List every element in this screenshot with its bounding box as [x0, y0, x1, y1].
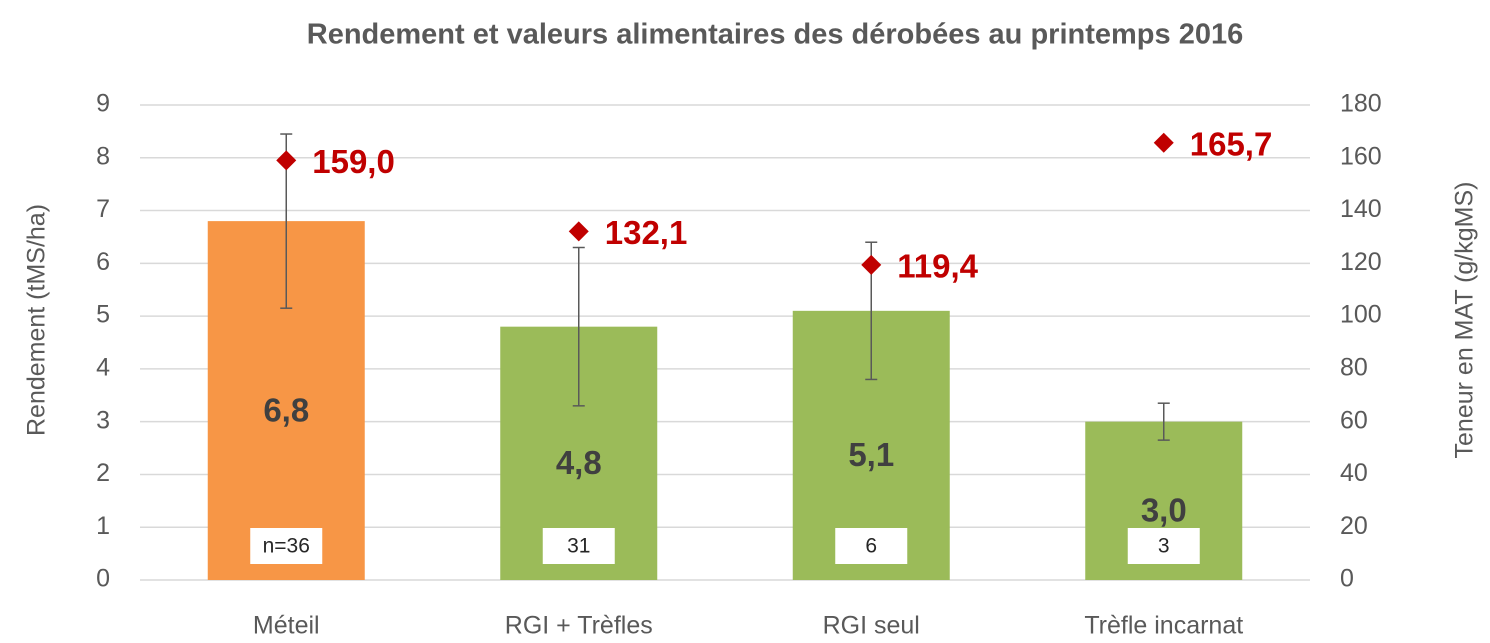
y2-tick-label: 180 — [1340, 90, 1382, 118]
y-axis-label: Rendement (tMS/ha) — [23, 204, 51, 436]
count-label: 31 — [567, 535, 590, 558]
data-label: 5,1 — [848, 436, 894, 473]
y-tick-label: 2 — [96, 459, 110, 487]
y-tick-label: 3 — [96, 406, 110, 434]
y-tick-label: 8 — [96, 142, 110, 170]
y2-tick-label: 40 — [1340, 459, 1368, 487]
y2-tick-label: 100 — [1340, 301, 1382, 329]
data-label: 4,8 — [556, 444, 602, 481]
data-label: 3,0 — [1141, 492, 1187, 529]
chart-title: Rendement et valeurs alimentaires des dé… — [307, 19, 1243, 51]
marker — [1153, 132, 1174, 153]
x-tick-label: RGI + Trèfles — [505, 612, 653, 640]
y2-tick-label: 80 — [1340, 353, 1368, 381]
y-tick-label: 4 — [96, 353, 110, 381]
y2-axis-label: Teneur en MAT (g/kgMS) — [1451, 182, 1479, 459]
y-tick-label: 5 — [96, 301, 110, 329]
data-label: 165,7 — [1190, 125, 1273, 162]
data-label: 159,0 — [312, 143, 395, 180]
y2-tick-label: 160 — [1340, 142, 1382, 170]
y2-tick-label: 20 — [1340, 512, 1368, 540]
y-tick-label: 7 — [96, 195, 110, 223]
x-tick-label: Trèfle incarnat — [1084, 612, 1243, 640]
y2-tick-label: 140 — [1340, 195, 1382, 223]
count-box — [250, 528, 323, 564]
x-tick-label: Méteil — [253, 612, 320, 640]
count-box — [1127, 528, 1200, 564]
y-tick-label: 6 — [96, 248, 110, 276]
data-label: 132,1 — [605, 214, 688, 251]
count-box — [542, 528, 615, 564]
y-tick-label: 1 — [96, 512, 110, 540]
y2-tick-label: 0 — [1340, 565, 1354, 593]
count-label: 3 — [1158, 535, 1170, 558]
y2-tick-label: 120 — [1340, 248, 1382, 276]
count-label: n=36 — [263, 535, 310, 558]
marker — [568, 221, 589, 242]
marker — [276, 150, 297, 171]
count-label: 6 — [865, 535, 877, 558]
y-tick-label: 9 — [96, 90, 110, 118]
count-box — [835, 528, 908, 564]
y2-tick-label: 60 — [1340, 406, 1368, 434]
y-tick-label: 0 — [96, 565, 110, 593]
x-tick-label: RGI seul — [823, 612, 920, 640]
data-label: 6,8 — [263, 391, 309, 428]
data-label: 119,4 — [897, 248, 978, 285]
marker — [861, 254, 882, 275]
